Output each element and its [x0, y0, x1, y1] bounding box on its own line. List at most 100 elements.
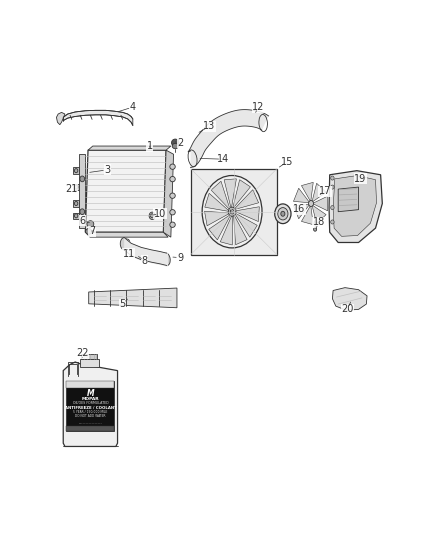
- Polygon shape: [88, 146, 171, 150]
- Polygon shape: [191, 168, 277, 255]
- Polygon shape: [312, 205, 326, 224]
- Polygon shape: [293, 204, 310, 219]
- Ellipse shape: [151, 214, 154, 218]
- Polygon shape: [235, 213, 257, 237]
- Text: 3: 3: [104, 165, 110, 175]
- Text: M: M: [87, 390, 94, 399]
- Ellipse shape: [275, 204, 291, 224]
- Text: DO NOT ADD WATER: DO NOT ADD WATER: [75, 415, 106, 418]
- Text: ________________: ________________: [78, 420, 102, 424]
- Polygon shape: [235, 190, 258, 209]
- Text: 17: 17: [319, 186, 331, 196]
- Polygon shape: [85, 150, 166, 232]
- Ellipse shape: [331, 220, 334, 224]
- Polygon shape: [81, 354, 97, 359]
- Ellipse shape: [120, 238, 128, 250]
- Ellipse shape: [202, 175, 262, 248]
- Ellipse shape: [149, 212, 155, 220]
- Ellipse shape: [172, 143, 178, 149]
- Ellipse shape: [331, 206, 334, 209]
- Ellipse shape: [74, 201, 78, 206]
- Text: 4: 4: [130, 102, 136, 112]
- Polygon shape: [74, 200, 79, 207]
- Polygon shape: [293, 188, 310, 203]
- Polygon shape: [80, 359, 99, 367]
- Ellipse shape: [331, 185, 334, 189]
- Ellipse shape: [74, 168, 78, 173]
- Text: 6: 6: [80, 216, 86, 226]
- Ellipse shape: [170, 222, 175, 228]
- Text: 9: 9: [177, 253, 184, 263]
- Polygon shape: [211, 181, 230, 209]
- Text: 8: 8: [141, 256, 148, 266]
- Bar: [67, 381, 114, 389]
- Text: OE/OES FORMULATED: OE/OES FORMULATED: [73, 401, 108, 406]
- Polygon shape: [74, 167, 79, 174]
- Text: 16: 16: [293, 204, 305, 214]
- Text: 1: 1: [147, 141, 153, 151]
- Ellipse shape: [170, 176, 175, 182]
- Text: ANTIFREEZE / COOLANT: ANTIFREEZE / COOLANT: [64, 406, 116, 410]
- Polygon shape: [233, 215, 247, 245]
- Ellipse shape: [87, 221, 94, 227]
- Ellipse shape: [170, 193, 175, 198]
- Ellipse shape: [281, 211, 285, 216]
- Ellipse shape: [308, 200, 314, 206]
- Ellipse shape: [278, 207, 288, 220]
- Text: 2: 2: [177, 138, 184, 148]
- Text: 14: 14: [217, 154, 229, 164]
- Text: 20: 20: [341, 304, 353, 314]
- Polygon shape: [312, 196, 328, 211]
- Text: 10: 10: [154, 209, 166, 219]
- Polygon shape: [301, 205, 313, 225]
- Text: 13: 13: [203, 122, 215, 131]
- Ellipse shape: [331, 176, 334, 180]
- Polygon shape: [188, 110, 268, 167]
- Polygon shape: [63, 110, 133, 126]
- Ellipse shape: [170, 209, 175, 215]
- Ellipse shape: [314, 228, 317, 231]
- Polygon shape: [329, 171, 382, 243]
- Polygon shape: [74, 213, 79, 219]
- Polygon shape: [312, 183, 326, 202]
- Ellipse shape: [80, 176, 85, 182]
- Text: 15: 15: [281, 157, 293, 167]
- Polygon shape: [224, 179, 237, 208]
- Polygon shape: [220, 216, 232, 245]
- Polygon shape: [74, 184, 79, 190]
- Ellipse shape: [80, 209, 85, 215]
- Polygon shape: [333, 175, 377, 236]
- Text: 11: 11: [123, 248, 135, 259]
- Polygon shape: [63, 362, 117, 447]
- Polygon shape: [236, 207, 259, 222]
- Bar: [67, 426, 114, 431]
- Polygon shape: [85, 232, 168, 237]
- Text: 5: 5: [120, 299, 126, 309]
- Ellipse shape: [163, 253, 170, 265]
- Text: 21: 21: [65, 184, 77, 194]
- Text: 18: 18: [313, 217, 325, 228]
- Polygon shape: [208, 215, 230, 240]
- Ellipse shape: [86, 229, 92, 235]
- Polygon shape: [301, 182, 313, 202]
- Text: 7: 7: [89, 227, 95, 237]
- Polygon shape: [205, 211, 229, 226]
- Polygon shape: [57, 112, 65, 125]
- Text: 19: 19: [354, 174, 366, 184]
- Ellipse shape: [170, 164, 175, 169]
- Polygon shape: [233, 180, 251, 208]
- Text: 22: 22: [76, 348, 89, 358]
- Ellipse shape: [228, 207, 236, 216]
- Polygon shape: [79, 154, 85, 228]
- Polygon shape: [205, 193, 229, 212]
- Text: 12: 12: [252, 102, 265, 112]
- Polygon shape: [88, 288, 177, 308]
- Text: 5 YEAR / 150,000 MILE: 5 YEAR / 150,000 MILE: [73, 410, 108, 415]
- Ellipse shape: [230, 209, 234, 214]
- Ellipse shape: [74, 185, 78, 189]
- Text: MOPAR: MOPAR: [81, 397, 99, 401]
- Bar: [67, 381, 114, 431]
- Ellipse shape: [172, 139, 179, 147]
- Polygon shape: [163, 150, 173, 237]
- Polygon shape: [338, 187, 359, 212]
